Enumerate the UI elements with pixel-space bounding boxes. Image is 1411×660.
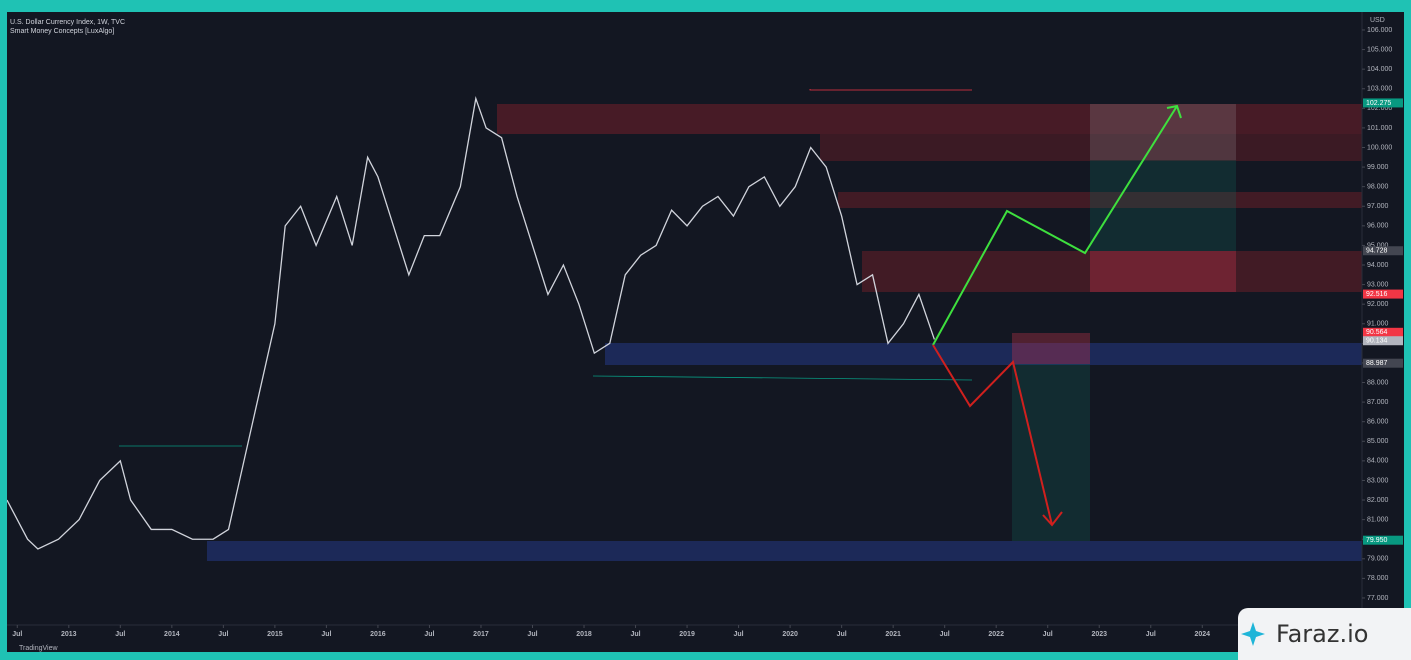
price-label: 88.987 — [1366, 360, 1388, 367]
arrow-head — [1166, 104, 1182, 119]
price-label-box — [1363, 535, 1403, 545]
y-tick-label: 91.000 — [1367, 321, 1389, 328]
price-label: 90.134 — [1366, 338, 1388, 345]
demand-zone — [605, 343, 1362, 365]
currency: USD — [1370, 17, 1385, 24]
x-tick-label: Jul — [837, 631, 847, 638]
price-label-box — [1363, 327, 1403, 337]
x-tick-label: Jul — [115, 631, 125, 638]
target-box — [1090, 160, 1236, 251]
structure-line — [592, 375, 973, 381]
y-tick-label: 87.000 — [1367, 399, 1389, 406]
x-tick-label: 2022 — [988, 631, 1004, 638]
y-tick-label: 101.000 — [1367, 125, 1392, 132]
price-label-box — [1363, 289, 1403, 299]
y-tick-label: 78.000 — [1367, 575, 1389, 582]
price-label-box — [1363, 358, 1403, 368]
price-label: 94.728 — [1366, 248, 1388, 255]
y-tick-label: 105.000 — [1367, 46, 1392, 53]
title: U.S. Dollar Currency Index, 1W, TVC — [10, 19, 125, 26]
price-label: 90.564 — [1366, 329, 1388, 336]
price-line — [7, 95, 935, 550]
x-tick-label: 2024 — [1194, 631, 1210, 638]
x-tick-label: Jul — [1043, 631, 1053, 638]
x-tick-label: Jul — [12, 631, 22, 638]
x-tick-label: 2023 — [1091, 631, 1107, 638]
x-tick-label: 2020 — [782, 631, 798, 638]
y-tick-label: 84.000 — [1367, 458, 1389, 465]
supply-zone — [838, 192, 1362, 208]
x-tick-label: Jul — [940, 631, 950, 638]
y-tick-label: 98.000 — [1367, 184, 1389, 191]
x-tick-label: 2018 — [576, 631, 592, 638]
price-label: 92.516 — [1366, 291, 1388, 298]
x-tick-label: Jul — [424, 631, 434, 638]
chart-frame: U.S. Dollar Currency Index, 1W, TVC Smar… — [7, 12, 1404, 652]
x-tick-label: 2016 — [370, 631, 386, 638]
supply-zone — [497, 104, 1362, 134]
y-tick-label: 102.000 — [1367, 105, 1392, 112]
y-tick-label: 97.000 — [1367, 203, 1389, 210]
x-tick-label: 2019 — [679, 631, 695, 638]
y-tick-label: 88.000 — [1367, 379, 1389, 386]
x-tick-label: Jul — [734, 631, 744, 638]
structure-line — [809, 89, 972, 91]
y-tick-label: 106.000 — [1367, 27, 1392, 34]
y-tick-label: 103.000 — [1367, 86, 1392, 93]
x-tick-label: Jul — [527, 631, 537, 638]
brand-icon — [1241, 622, 1265, 646]
target-box — [1012, 364, 1090, 541]
brand-badge: Faraz.io — [1238, 608, 1411, 660]
x-tick-label: 2017 — [473, 631, 489, 638]
x-tick-label: Jul — [321, 631, 331, 638]
y-tick-label: 93.000 — [1367, 281, 1389, 288]
demand-zone — [207, 541, 1362, 561]
y-tick-label: 82.000 — [1367, 497, 1389, 504]
price-label: 102.275 — [1366, 100, 1391, 107]
supply-zone — [862, 251, 1362, 292]
bull-path — [932, 105, 1178, 346]
y-tick-label: 81.000 — [1367, 516, 1389, 523]
y-tick-label: 92.000 — [1367, 301, 1389, 308]
arrow-head — [1042, 511, 1063, 527]
y-tick-label: 100.000 — [1367, 144, 1392, 151]
price-label-box — [1363, 336, 1403, 346]
y-tick-label: 83.000 — [1367, 477, 1389, 484]
stop-box — [1090, 251, 1236, 292]
y-tick-label: 96.000 — [1367, 223, 1389, 230]
y-tick-label: 79.000 — [1367, 556, 1389, 563]
footer: TradingView — [19, 645, 58, 652]
price-label-box — [1363, 98, 1403, 108]
stop-box — [1090, 104, 1236, 160]
x-tick-label: 2013 — [61, 631, 77, 638]
brand: Faraz.io — [1276, 620, 1369, 648]
price-label-box — [1363, 246, 1403, 256]
chart: U.S. Dollar Currency Index, 1W, TVC Smar… — [7, 12, 1404, 652]
x-tick-label: Jul — [218, 631, 228, 638]
x-tick-label: 2021 — [885, 631, 901, 638]
y-tick-label: 104.000 — [1367, 66, 1392, 73]
x-tick-label: 2015 — [267, 631, 283, 638]
y-tick-label: 99.000 — [1367, 164, 1389, 171]
price-label: 79.950 — [1366, 537, 1388, 544]
x-tick-label: Jul — [630, 631, 640, 638]
y-tick-label: 77.000 — [1367, 595, 1389, 602]
indicator: Smart Money Concepts [LuxAlgo] — [10, 28, 114, 35]
y-tick-label: 95.000 — [1367, 242, 1389, 249]
bear-path — [932, 344, 1053, 526]
y-tick-label: 86.000 — [1367, 419, 1389, 426]
supply-zone — [820, 134, 1362, 161]
x-tick-label: Jul — [1146, 631, 1156, 638]
x-tick-label: 2014 — [164, 631, 180, 638]
y-tick-label: 85.000 — [1367, 438, 1389, 445]
y-tick-label: 94.000 — [1367, 262, 1389, 269]
stop-box — [1012, 333, 1090, 364]
